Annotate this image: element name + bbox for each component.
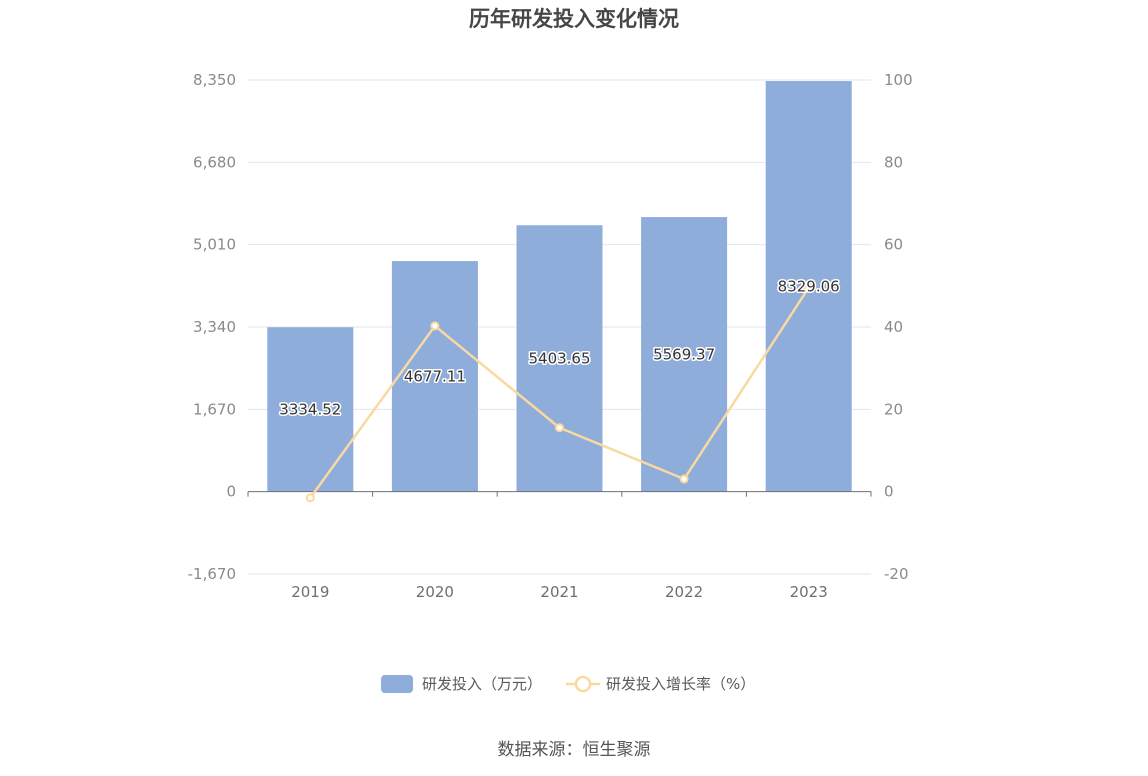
x-tick-label: 2021 (540, 583, 578, 601)
y-right-tick-label: 100 (884, 71, 913, 89)
bar-data-labels: 3334.52 4677.11 5403.65 5569.37 8329.06 (278, 276, 841, 420)
x-axis: 2019 2020 2021 2022 2023 (247, 491, 872, 601)
y-right-tick-label: 20 (884, 400, 903, 418)
y-left-tick-label: 1,670 (193, 400, 236, 418)
y-right-tick-label: 60 (884, 236, 903, 254)
bar-series (267, 81, 852, 492)
y-right-tick-label: 0 (884, 483, 894, 501)
bar-data-label: 4677.11 (404, 367, 466, 385)
bar (267, 327, 354, 492)
y-axis-right: -20 0 20 40 60 80 100 (884, 71, 913, 583)
x-tick-label: 2022 (665, 583, 703, 601)
legend-marker-line (574, 675, 592, 693)
y-left-tick-label: 6,680 (193, 153, 236, 171)
growth-point (305, 493, 315, 503)
growth-point (804, 283, 814, 293)
bar-data-label: 8329.06 (778, 277, 840, 295)
bar-data-label: 5403.65 (528, 349, 590, 367)
bar (641, 217, 728, 492)
y-left-tick-label: -1,670 (188, 565, 236, 583)
y-left-tick-label: 5,010 (193, 236, 236, 254)
y-right-tick-label: 40 (884, 318, 903, 336)
bar (516, 225, 603, 492)
x-tick-label: 2020 (416, 583, 454, 601)
y-right-tick-label: 80 (884, 153, 903, 171)
legend-label-bar: 研发投入（万元） (422, 675, 542, 693)
y-left-tick-label: 0 (226, 483, 236, 501)
x-tick-label: 2023 (790, 583, 828, 601)
growth-point (430, 321, 440, 331)
source-note: 数据来源：恒生聚源 (498, 740, 651, 760)
chart-title: 历年研发投入变化情况 (469, 7, 679, 31)
growth-point (679, 474, 689, 484)
y-right-tick-label: -20 (884, 565, 909, 583)
legend-item-line[interactable]: 研发投入增长率（%） (566, 675, 755, 693)
bar-data-label: 5569.37 (653, 345, 715, 363)
growth-point (555, 423, 564, 433)
y-left-tick-label: 3,340 (193, 318, 236, 336)
line-series (305, 283, 814, 503)
legend-swatch-bar (381, 675, 413, 693)
y-axis-left: -1,670 0 1,670 3,340 5,010 6,680 8,350 (188, 71, 236, 583)
legend-item-bar[interactable]: 研发投入（万元） (381, 675, 542, 693)
bar (391, 261, 478, 492)
bar-data-label: 3334.52 (279, 400, 341, 418)
x-tick-label: 2019 (291, 583, 329, 601)
legend-label-line: 研发投入增长率（%） (606, 675, 755, 693)
legend: 研发投入（万元） 研发投入增长率（%） (381, 675, 755, 693)
y-left-tick-label: 8,350 (193, 71, 236, 89)
